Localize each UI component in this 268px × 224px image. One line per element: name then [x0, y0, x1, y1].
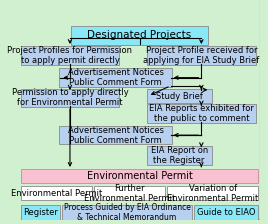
FancyBboxPatch shape: [21, 186, 92, 200]
Text: Guide to EIAO: Guide to EIAO: [197, 208, 255, 217]
FancyBboxPatch shape: [147, 89, 211, 103]
Text: Process Guided by EIA Ordinance
& Technical Memorandum: Process Guided by EIA Ordinance & Techni…: [64, 203, 190, 222]
FancyBboxPatch shape: [21, 89, 119, 107]
FancyBboxPatch shape: [71, 26, 208, 45]
Text: Variation of
Environmental Permit: Variation of Environmental Permit: [167, 183, 258, 202]
Text: Project Profiles for Permission
to apply permit directly: Project Profiles for Permission to apply…: [8, 46, 132, 65]
Text: Study Brief: Study Brief: [156, 92, 203, 101]
Text: Designated Projects: Designated Projects: [87, 30, 192, 40]
Text: EIA Reports exhibited for
the public to comment: EIA Reports exhibited for the public to …: [149, 104, 254, 123]
Text: Further
Environmental Permit: Further Environmental Permit: [84, 183, 175, 202]
Text: Permission to apply directly
for Environmental Permit: Permission to apply directly for Environ…: [12, 88, 128, 108]
FancyBboxPatch shape: [18, 0, 261, 221]
FancyBboxPatch shape: [59, 126, 172, 144]
Text: EIA Report on
the Register: EIA Report on the Register: [151, 146, 208, 165]
Text: Project Profile received for
applying for EIA Study Brief: Project Profile received for applying fo…: [143, 46, 259, 65]
FancyBboxPatch shape: [62, 205, 192, 220]
Text: Advertisement Notices
Public Comment Form: Advertisement Notices Public Comment For…: [68, 68, 163, 87]
Text: Advertisement Notices
Public Comment Form: Advertisement Notices Public Comment For…: [68, 126, 163, 145]
FancyBboxPatch shape: [167, 186, 258, 200]
Text: Environmental Permit: Environmental Permit: [87, 171, 192, 181]
FancyBboxPatch shape: [59, 68, 172, 87]
FancyBboxPatch shape: [94, 186, 165, 200]
Text: Register: Register: [23, 208, 58, 217]
FancyBboxPatch shape: [147, 146, 211, 165]
Text: Environmental Permit: Environmental Permit: [10, 189, 102, 198]
FancyBboxPatch shape: [147, 46, 256, 65]
FancyBboxPatch shape: [21, 205, 60, 220]
FancyBboxPatch shape: [21, 169, 258, 183]
FancyBboxPatch shape: [21, 46, 119, 65]
FancyBboxPatch shape: [147, 104, 256, 123]
FancyBboxPatch shape: [193, 205, 258, 220]
